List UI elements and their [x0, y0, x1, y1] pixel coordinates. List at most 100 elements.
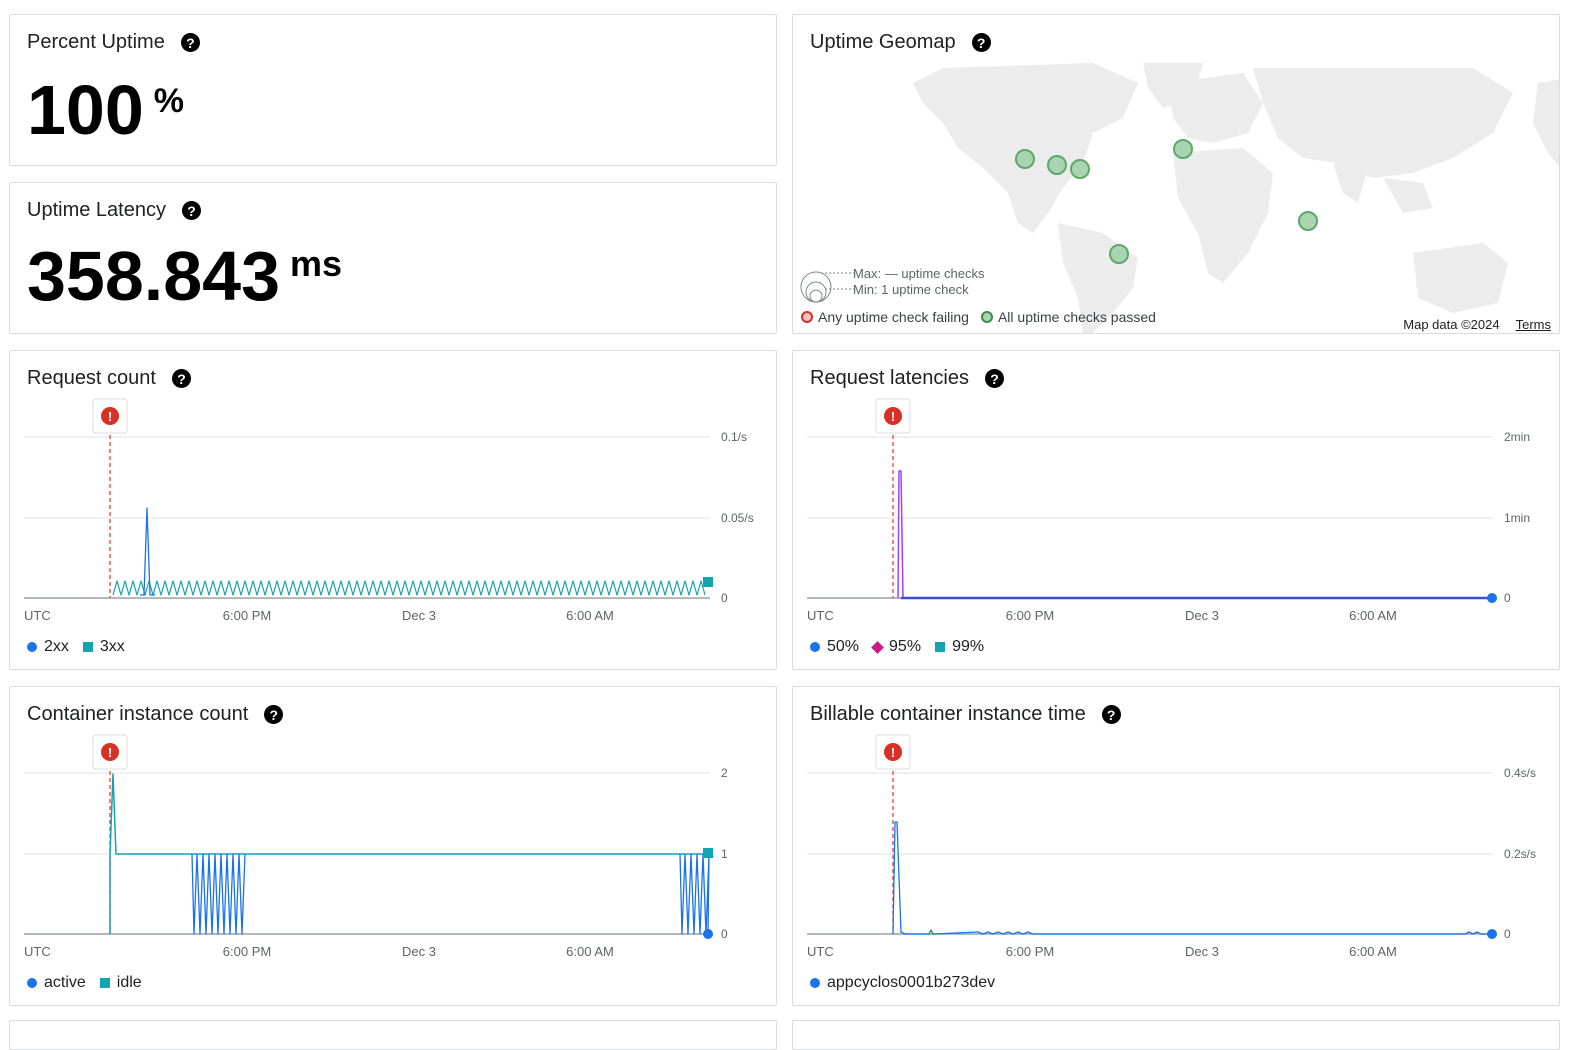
card-title: Container instance count?	[27, 703, 284, 726]
alert-incident-icon[interactable]: !	[92, 398, 128, 434]
legend-item[interactable]: 50%	[810, 638, 859, 656]
series-active-2	[679, 853, 710, 935]
alert-incident-icon[interactable]: !	[92, 734, 128, 770]
x-tick-label: Dec 3	[1185, 608, 1219, 623]
svg-text:!: !	[891, 745, 895, 760]
card-title: Request count?	[27, 367, 191, 390]
x-axis-start-label: UTC	[24, 608, 51, 623]
uptime-location-marker[interactable]	[1109, 244, 1129, 264]
uptime-latency-title: Uptime Latency	[27, 199, 166, 221]
svg-text:!: !	[891, 409, 895, 424]
map-land	[913, 63, 1559, 333]
chart-legend: appcyclos0001b273dev	[810, 974, 995, 992]
uptime-location-marker[interactable]	[1015, 149, 1035, 169]
x-tick-label: 6:00 PM	[1006, 944, 1054, 959]
legend-label: 2xx	[44, 638, 69, 655]
y-tick-label: 0.2s/s	[1504, 847, 1536, 861]
chart-plot[interactable]: 0.1/s 0.05/s 0 UTC 6:00 PM Dec 3 6:00 AM!	[10, 351, 776, 669]
chart-legend: 50% 95% 99%	[810, 638, 984, 656]
legend-item[interactable]: appcyclos0001b273dev	[810, 974, 995, 992]
series-end-marker	[703, 848, 713, 858]
series-active-1	[191, 853, 246, 935]
legend-square-icon	[82, 642, 93, 652]
legend-item[interactable]: active	[27, 974, 86, 992]
uptime-geomap-card: Uptime Geomap ? Max: — uptime checks Min…	[792, 14, 1560, 334]
y-tick-label: 0	[721, 927, 728, 941]
billable-instance-time-card: Billable container instance time? 0.4s/s 0…	[792, 686, 1560, 1006]
y-tick-label: 0.4s/s	[1504, 766, 1536, 780]
percent-uptime-value-group: 100 %	[27, 75, 184, 145]
chart-plot[interactable]: 2min 1min 0 UTC 6:00 PM Dec 3 6:00 AM!	[793, 351, 1559, 669]
y-tick-label: 0.1/s	[721, 430, 747, 444]
legend-label: 95%	[889, 638, 922, 655]
status-legend: Any uptime check failing All uptime chec…	[801, 309, 1156, 325]
help-icon[interactable]: ?	[264, 705, 284, 724]
series-idle	[109, 773, 710, 934]
x-tick-label: Dec 3	[1185, 944, 1219, 959]
legend-failing: Any uptime check failing	[801, 309, 969, 325]
request-latencies-title: Request latencies	[810, 367, 969, 389]
chart-plot[interactable]: 0.4s/s 0.2s/s 0 UTC 6:00 PM Dec 3 6:00 AM!	[793, 687, 1559, 1005]
chart-plot[interactable]: 2 1 0 UTC 6:00 PM Dec 3 6:00 AM!	[10, 687, 776, 1005]
next-row-card-right	[792, 1020, 1560, 1050]
card-title: Uptime Latency ?	[27, 199, 201, 222]
x-tick-label: 6:00 AM	[1349, 944, 1397, 959]
uptime-latency-value: 358.843	[27, 237, 281, 315]
help-icon[interactable]: ?	[171, 369, 191, 388]
series-end-marker	[703, 577, 713, 587]
y-tick-label: 2min	[1504, 430, 1530, 444]
request-count-card: Request count? 0.1/s 0.05/s 0 UTC 6:00 PM Dec …	[9, 350, 777, 670]
legend-square-icon	[935, 642, 946, 652]
percent-uptime-value: 100	[27, 71, 144, 149]
legend-dot-icon	[810, 642, 820, 652]
y-tick-label: 1	[721, 847, 728, 861]
container-instance-count-title: Container instance count	[27, 703, 249, 725]
series-end-marker	[703, 929, 713, 939]
uptime-location-marker[interactable]	[1070, 159, 1090, 179]
legend-dot-icon	[27, 978, 37, 988]
help-icon[interactable]: ?	[181, 201, 201, 220]
series-billable	[892, 821, 1493, 935]
help-icon[interactable]: ?	[180, 33, 200, 52]
help-icon[interactable]: ?	[1101, 705, 1121, 724]
card-title: Percent Uptime ?	[27, 31, 200, 54]
help-icon[interactable]: ?	[971, 33, 991, 52]
x-tick-label: 6:00 AM	[566, 608, 614, 623]
uptime-location-marker[interactable]	[1047, 155, 1067, 175]
size-legend-min: Min: 1 uptime check	[853, 282, 969, 297]
uptime-location-marker[interactable]	[1173, 139, 1193, 159]
series-3xx	[112, 580, 706, 596]
legend-item[interactable]: 95%	[871, 638, 922, 656]
series-end-marker	[1487, 929, 1497, 939]
legend-dot-icon	[27, 642, 37, 652]
uptime-geomap-title: Uptime Geomap	[810, 31, 956, 53]
series-2xx	[140, 507, 155, 596]
billable-instance-time-title: Billable container instance time	[810, 703, 1086, 725]
legend-label: idle	[116, 974, 142, 991]
y-tick-label: 0	[1504, 927, 1511, 941]
x-axis-start-label: UTC	[807, 944, 834, 959]
uptime-location-marker[interactable]	[1298, 211, 1318, 231]
legend-item[interactable]: 3xx	[82, 638, 125, 656]
percent-uptime-card: Percent Uptime ? 100 %	[9, 14, 777, 166]
legend-square-icon	[99, 978, 110, 988]
legend-label: 99%	[952, 638, 985, 655]
series-end-marker	[1487, 593, 1497, 603]
chart-legend: active idle	[27, 974, 142, 992]
percent-uptime-unit: %	[153, 82, 185, 120]
series-95	[897, 470, 1493, 599]
next-row-card-left	[9, 1020, 777, 1050]
legend-item[interactable]: 99%	[935, 638, 984, 656]
alert-incident-icon[interactable]: !	[875, 734, 911, 770]
svg-text:!: !	[108, 745, 112, 760]
alert-incident-icon[interactable]: !	[875, 398, 911, 434]
world-map[interactable]	[793, 63, 1560, 333]
legend-item[interactable]: 2xx	[27, 638, 69, 656]
legend-item[interactable]: idle	[99, 974, 142, 992]
help-icon[interactable]: ?	[984, 369, 1004, 388]
x-tick-label: 6:00 PM	[1006, 608, 1054, 623]
y-tick-label: 0	[721, 591, 728, 605]
terms-link[interactable]: Terms	[1515, 317, 1551, 332]
legend-passed-label: All uptime checks passed	[997, 309, 1156, 325]
failing-circle-icon	[801, 311, 813, 323]
